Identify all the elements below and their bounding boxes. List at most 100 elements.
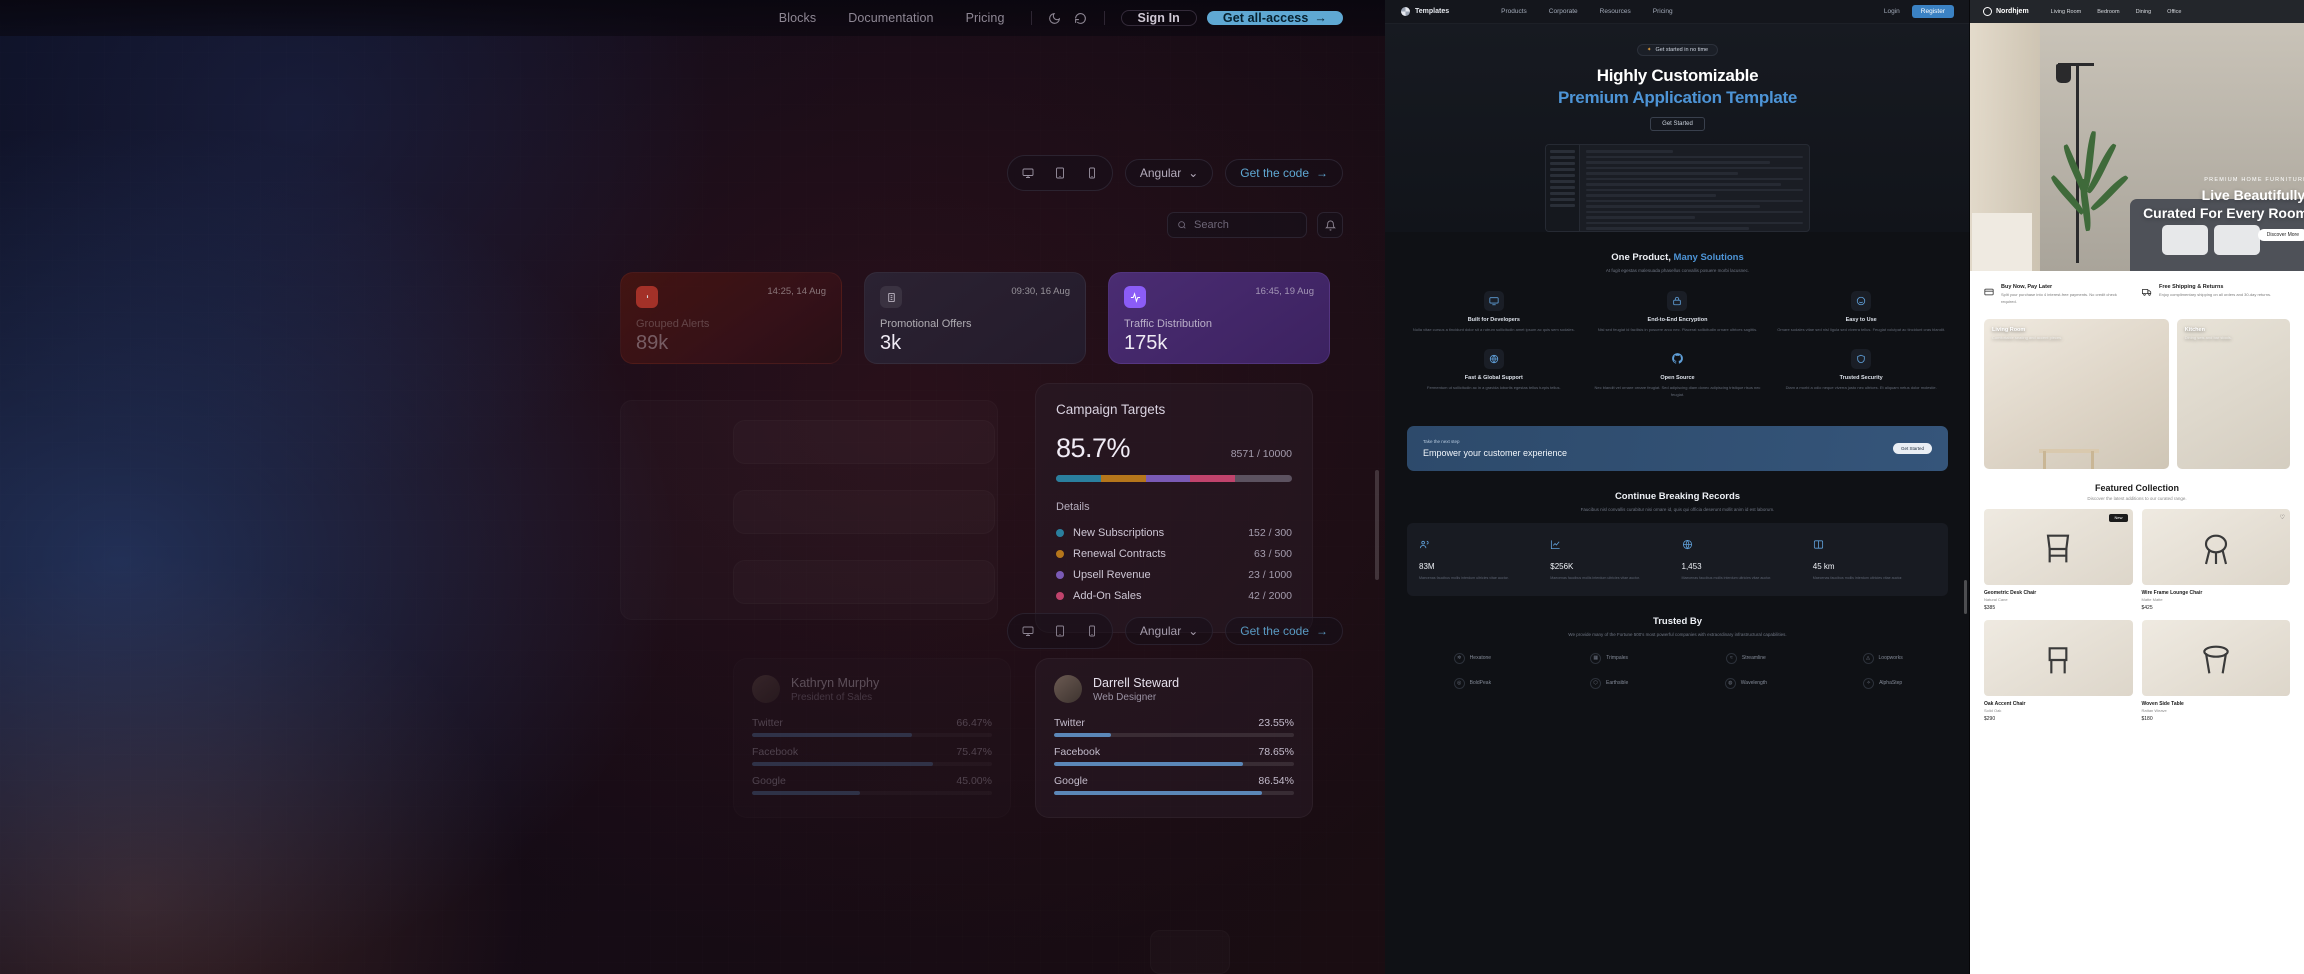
- brand-grid: ✲ Hexatone ▦ Trimpales ≈ Streamline ◬ Loopwo…: [1407, 652, 1948, 689]
- get-the-code-button[interactable]: Get the code →: [1225, 159, 1343, 187]
- get-all-access-button[interactable]: Get all-access →: [1206, 11, 1343, 25]
- product-card-woven-side-table[interactable]: Woven Side Table Rattan Weave $180: [2141, 619, 2290, 722]
- smile-icon: [1851, 290, 1872, 311]
- search-input[interactable]: Search: [1167, 212, 1307, 238]
- social-label: Facebook: [752, 746, 799, 758]
- room-title: Kitchen: [2184, 326, 2205, 333]
- product-card-geometric-desk-chair[interactable]: New Geometric Desk Chair Natural Cane $3…: [1984, 508, 2133, 611]
- nav-link-bedroom[interactable]: Bedroom: [2097, 8, 2120, 15]
- person-card-kathryn-murphy[interactable]: Kathryn Murphy President of Sales Twitte…: [733, 658, 1011, 818]
- register-button[interactable]: Register: [1911, 5, 1954, 18]
- detail-value: 23 / 1000: [1248, 568, 1292, 581]
- stat-card-traffic-distribution[interactable]: 16:45, 19 Aug Traffic Distribution 175k: [1108, 272, 1330, 364]
- detail-value: 63 / 500: [1254, 547, 1292, 560]
- desktop-icon[interactable]: [1014, 160, 1042, 186]
- room-card-kitchen[interactable]: Kitchen Dining sets and bar stools.: [2176, 318, 2290, 469]
- star-icon: ✧: [1863, 677, 1875, 689]
- stat-label: Grouped Alerts: [636, 318, 710, 330]
- benefit-desc: Enjoy complimentary shipping on all orde…: [2159, 292, 2272, 297]
- person-role: Web Designer: [1093, 691, 1157, 703]
- details-label: Details: [1056, 501, 1090, 513]
- nav-link-office[interactable]: Office: [2167, 8, 2182, 15]
- moon-icon[interactable]: [1042, 5, 1068, 31]
- center-brand[interactable]: Templates: [1401, 7, 1449, 16]
- banner-eyebrow: Take the next step: [1423, 438, 1460, 444]
- hero-badge-label: Get started in no time: [1655, 47, 1709, 53]
- stat-card-grouped-alerts[interactable]: 14:25, 14 Aug Grouped Alerts 89k: [620, 272, 842, 364]
- brand-label: Loopworks: [1878, 655, 1903, 662]
- desktop-icon[interactable]: [1014, 618, 1042, 644]
- framework-dropdown-bottom[interactable]: Angular ⌄: [1124, 617, 1214, 645]
- product-card-wire-frame-lounge-chair[interactable]: ♡ Wire Frame Lounge Chair Matte Matte $4…: [2141, 508, 2290, 611]
- social-value: 66.47%: [956, 717, 992, 729]
- stat-timestamp: 14:25, 14 Aug: [767, 286, 826, 297]
- product-image: [2141, 619, 2290, 696]
- arrow-right-icon: →: [1314, 11, 1327, 25]
- person-card-darrell-steward[interactable]: Darrell Steward Web Designer Twitter 23.…: [1035, 658, 1313, 818]
- discover-more-button[interactable]: Discover More: [2257, 229, 2304, 241]
- banner-cta-button[interactable]: Get Started: [1892, 442, 1932, 454]
- records-subtitle: Faucibus nisl convallis curabitur nisi o…: [1580, 506, 1775, 512]
- legend-dot: [1056, 570, 1064, 579]
- detail-value: 42 / 2000: [1248, 589, 1292, 602]
- tablet-icon[interactable]: [1046, 618, 1074, 644]
- nav-link-dining[interactable]: Dining: [2135, 8, 2152, 15]
- search-icon: [1178, 221, 1186, 229]
- shield-icon: [1851, 348, 1872, 369]
- get-the-code-button-bottom[interactable]: Get the code →: [1225, 617, 1343, 645]
- mobile-icon[interactable]: [1078, 618, 1106, 644]
- social-label: Twitter: [752, 717, 783, 729]
- device-switcher: [1006, 155, 1113, 191]
- hex-icon: ⬡: [1590, 677, 1601, 689]
- hero-pillow: [2162, 225, 2208, 255]
- nav-link-living-room[interactable]: Living Room: [2050, 8, 2082, 15]
- stat-card-promotional-offers[interactable]: 09:30, 16 Aug Promotional Offers 3k: [864, 272, 1086, 364]
- login-link[interactable]: Login: [1883, 8, 1900, 15]
- feature-title: Trusted Security: [1839, 374, 1883, 381]
- social-stat-row: Twitter 66.47%: [752, 717, 992, 737]
- refresh-icon[interactable]: [1068, 5, 1094, 31]
- hero-badge[interactable]: ✦ Get started in no time: [1636, 44, 1719, 56]
- room-card-living-room[interactable]: Living Room Comfortable seating and acce…: [1984, 318, 2169, 469]
- center-panel-scrollbar[interactable]: [1964, 580, 1967, 614]
- legend-dot: [1056, 528, 1064, 537]
- stat-label: Promotional Offers: [880, 318, 972, 330]
- social-label: Facebook: [1054, 746, 1101, 758]
- right-brand[interactable]: Nordhjem: [1983, 7, 2029, 16]
- record-value: 83M: [1419, 562, 1435, 572]
- left-panel-scrollbar[interactable]: [1375, 470, 1379, 580]
- chair-illustration: [2204, 534, 2227, 564]
- product-card-oak-accent-chair[interactable]: Oak Accent Chair Solid Oak $290: [1984, 619, 2133, 722]
- bell-icon[interactable]: [1317, 212, 1343, 238]
- feature-title: Built for Developers: [1467, 316, 1520, 323]
- nav-link-documentation[interactable]: Documentation: [848, 11, 934, 25]
- brand-streamline: ≈ Streamline: [1681, 652, 1812, 664]
- social-value: 23.55%: [1258, 717, 1294, 729]
- mobile-icon[interactable]: [1078, 160, 1106, 186]
- social-value: 45.00%: [956, 775, 992, 787]
- nav-link-products[interactable]: Products: [1501, 8, 1527, 15]
- features-title-a: One Product,: [1611, 252, 1674, 263]
- sign-in-button[interactable]: Sign In: [1120, 10, 1197, 26]
- product-price: $425: [2141, 604, 2153, 611]
- campaign-summary-row: 85.7% 8571 / 10000: [1056, 433, 1292, 464]
- stat-card-row: 14:25, 14 Aug Grouped Alerts 89k 09:30, …: [620, 272, 1330, 364]
- campaign-targets-panel: Campaign Targets 85.7% 8571 / 10000 Deta…: [1035, 383, 1313, 633]
- hero-cta-button[interactable]: Get Started: [1650, 117, 1705, 131]
- tablet-icon[interactable]: [1046, 160, 1074, 186]
- brand-label: BoldPeak: [1469, 680, 1492, 687]
- orbit-icon: ◍: [1724, 677, 1736, 689]
- featured-subtitle: Discover the latest additions to our cur…: [2087, 495, 2187, 501]
- nav-link-pricing[interactable]: Pricing: [1652, 8, 1673, 15]
- heart-icon[interactable]: ♡: [2279, 514, 2285, 521]
- record-value: $256K: [1550, 562, 1574, 572]
- nav-link-pricing[interactable]: Pricing: [965, 11, 1005, 25]
- benefit-free-shipping: Free Shipping & Returns Enjoy compliment…: [2142, 284, 2290, 306]
- framework-dropdown[interactable]: Angular ⌄: [1124, 159, 1214, 187]
- nav-link-corporate[interactable]: Corporate: [1548, 8, 1578, 15]
- nav-link-blocks[interactable]: Blocks: [778, 11, 817, 25]
- nav-link-resources[interactable]: Resources: [1599, 8, 1631, 15]
- product-maker: Solid Oak: [1984, 707, 2002, 713]
- record-desc: Maecenas faucibus mollis interdum ultric…: [1419, 576, 1509, 581]
- person-role: President of Sales: [791, 691, 873, 703]
